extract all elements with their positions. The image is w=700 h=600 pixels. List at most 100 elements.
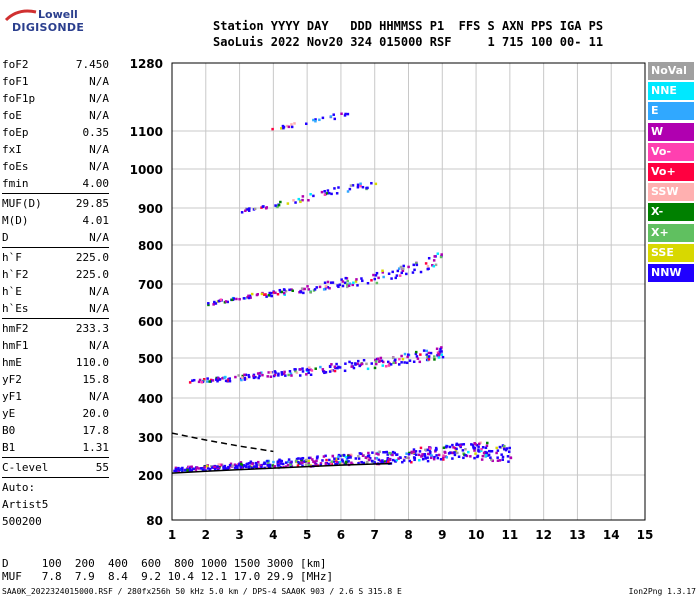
echo-point [192,378,196,382]
echo-point [337,186,340,189]
echo-point [388,362,391,365]
echo-point [279,462,283,465]
echo-point [186,468,189,472]
echo-point [434,446,438,450]
echo-point [195,466,199,469]
echo-point [219,298,223,301]
echo-point [495,446,498,450]
echo-point [424,457,427,460]
echo-point [335,463,339,466]
echo-point [383,460,387,463]
echo-point [419,446,423,450]
echo-point [436,354,439,357]
echo-point [496,449,500,452]
echo-point [473,449,476,452]
x-tick-label: 3 [235,528,243,542]
echo-point [296,464,300,467]
echo-point [480,458,484,461]
echo-point [326,189,330,192]
x-tick-label: 4 [269,528,277,542]
echo-point [375,456,379,460]
echo-point [301,195,305,198]
echo-point [496,459,500,462]
echo-point [299,290,303,294]
echo-point [413,456,417,460]
echo-point [297,457,300,460]
echo-point [255,464,258,467]
echo-point [381,364,385,367]
echo-point [404,456,407,459]
echo-point [299,368,302,371]
echo-point [348,360,351,364]
echo-point [287,125,291,129]
param-name: foF1 [2,75,29,88]
echo-point [426,459,430,463]
echo-point [402,459,406,462]
echo-point [407,265,410,269]
echo-point [470,443,473,446]
echo-point [323,193,327,196]
param-name: foF1p [2,92,36,105]
echo-point [347,460,350,463]
param-row: foEp 0.35 [2,124,109,141]
echo-point [400,354,403,358]
echo-point [464,454,467,457]
echo-point [440,353,443,356]
echo-point [266,459,269,463]
echo-point [346,285,349,289]
echo-point [386,360,390,364]
echo-point [276,464,280,467]
echo-point [324,454,327,458]
echo-point [484,446,488,450]
echo-point [284,289,288,293]
echo-point [452,446,455,449]
param-value: N/A [89,231,109,244]
echo-point [238,297,241,301]
param-row: MUF(D) 29.85 [2,195,109,212]
echo-point [380,359,384,363]
echo-point [373,277,377,281]
echo-point [351,184,355,187]
x-tick-label: 1 [168,528,176,542]
echo-point [280,371,284,374]
scaled-parameters-panel: foF2 7.450 foF1 N/A foF1p N/A foE N/A foEp 0.35 fx… [2,56,109,530]
echo-point [241,376,244,379]
echo-point [425,349,429,353]
y-tick-label: 80 [146,514,163,528]
echo-point [485,451,488,454]
echo-point [300,287,304,290]
echo-point [391,356,395,360]
echo-point [407,453,411,456]
echo-point [473,442,476,445]
echo-point [381,271,385,274]
echo-point [254,375,257,379]
echo-point [377,458,381,462]
echo-point [208,468,212,471]
echo-point [362,461,366,465]
echo-point [343,369,347,373]
echo-point [435,448,438,451]
echo-point [410,460,413,464]
echo-point [399,456,402,460]
echo-point [354,363,357,366]
param-name: hmF1 [2,339,29,352]
echo-point [398,357,401,361]
param-row: Auto: [2,479,109,496]
echo-point [281,462,285,466]
echo-point [370,181,373,185]
fitted-curve [171,462,392,474]
param-name: h`Es [2,302,29,315]
x-tick-label: 2 [202,528,210,542]
echo-point [337,453,341,457]
echo-point [481,454,485,458]
echo-point [388,451,391,455]
echo-point [390,277,393,280]
param-value: 110.0 [75,356,109,369]
param-value: 225.0 [75,268,109,281]
param-name: hmE [2,356,22,369]
echo-point [318,285,322,289]
echo-point [351,283,354,287]
echo-point [379,356,383,360]
echo-point [284,465,288,468]
